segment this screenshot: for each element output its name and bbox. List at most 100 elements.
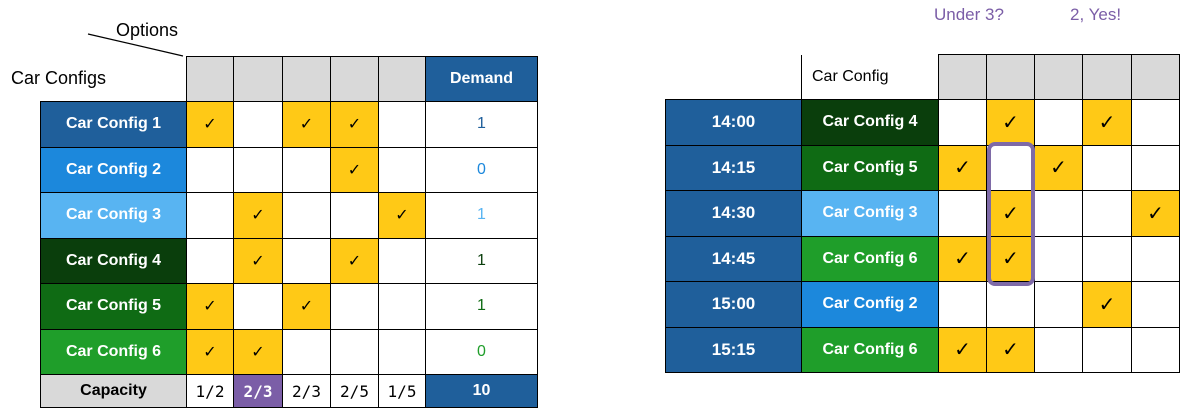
time-slot: 14:15	[665, 144, 802, 191]
capacity-value: 1/5	[378, 374, 426, 408]
option-cell: ✓	[986, 99, 1035, 146]
option-cell: ✓	[233, 237, 283, 284]
config-row: Car Config 1 ✓ ✓ ✓ 1	[40, 101, 538, 148]
option-header-cell	[1131, 54, 1180, 100]
demand-value: 1	[425, 192, 538, 239]
option-cell	[378, 146, 426, 193]
header-diagonal-line	[87, 33, 184, 57]
option-cell	[282, 328, 331, 375]
schedule-row: 15:00 Car Config 2 ✓	[665, 281, 1180, 328]
demand-value: 1	[425, 101, 538, 148]
option-cell: ✓	[1082, 99, 1132, 146]
config-name: Car Config 6	[40, 328, 187, 375]
option-cell	[1131, 144, 1180, 191]
capacity-value: 2/5	[330, 374, 379, 408]
under-3-annotation: Under 3?	[934, 5, 1004, 24]
schedule-row: 14:30 Car Config 3 ✓ ✓	[665, 190, 1180, 237]
option-cell	[378, 328, 426, 375]
demand-value: 0	[425, 328, 538, 375]
option-cell	[1082, 326, 1132, 373]
option-cell	[1131, 326, 1180, 373]
option-cell: ✓	[233, 192, 283, 239]
car-configs-label: Car Configs	[11, 68, 107, 88]
option-cell	[330, 192, 379, 239]
option-cell: ✓	[378, 192, 426, 239]
option-cell	[938, 281, 987, 328]
option-cell	[282, 192, 331, 239]
option-cell: ✓	[938, 235, 987, 282]
time-slot: 15:15	[665, 326, 802, 373]
capacity-total: 10	[425, 374, 538, 408]
config-row: Car Config 3 ✓ ✓ 1	[40, 192, 538, 239]
option-cell: ✓	[282, 101, 331, 148]
option-cell	[1082, 235, 1132, 282]
schedule-header-row: Car Config	[665, 54, 1180, 100]
option-cell: ✓	[938, 144, 987, 191]
time-slot: 14:00	[665, 99, 802, 146]
option-cell	[1034, 99, 1083, 146]
options-matrix-table: Demand Car Config 1 ✓ ✓ ✓ 1 Car Config 2 ✓ 0 Car…	[40, 56, 538, 408]
option-cell	[282, 146, 331, 193]
option-header-cell	[1082, 54, 1132, 100]
config-row: Car Config 4 ✓ ✓ 1	[40, 237, 538, 284]
config-row: Car Config 6 ✓ ✓ 0	[40, 328, 538, 375]
config-name: Car Config 4	[40, 237, 187, 284]
config-name: Car Config 2	[40, 146, 187, 193]
option-cell	[378, 237, 426, 284]
config-name: Car Config 6	[801, 326, 939, 373]
option-cell	[1034, 190, 1083, 237]
option-cell: ✓	[330, 237, 379, 284]
demand-value: 1	[425, 283, 538, 330]
demand-header: Demand	[425, 56, 538, 102]
option-cell: ✓	[986, 326, 1035, 373]
options-header-row: Demand	[41, 56, 538, 102]
option-cell	[938, 99, 987, 146]
corner-cell	[41, 57, 187, 102]
schedule-row: 15:15 Car Config 6 ✓ ✓	[665, 326, 1180, 373]
capacity-value: 2/3	[282, 374, 331, 408]
options-label: Options	[116, 20, 179, 40]
time-slot: 15:00	[665, 281, 802, 328]
option-cell: ✓	[1082, 281, 1132, 328]
config-name: Car Config 4	[801, 99, 939, 146]
option-cell: ✓	[938, 326, 987, 373]
car-config-header: Car Config	[801, 54, 939, 100]
schedule-row: 14:00 Car Config 4 ✓ ✓	[665, 99, 1180, 146]
config-name: Car Config 6	[801, 235, 939, 282]
option-cell: ✓	[330, 146, 379, 193]
capacity-row: Capacity 1/2 2/3 2/3 2/5 1/5 10	[40, 374, 538, 408]
option-cell: ✓	[282, 283, 331, 330]
option-cell	[282, 237, 331, 284]
option-cell	[1131, 281, 1180, 328]
option-cell	[186, 192, 234, 239]
schedule-row: 14:45 Car Config 6 ✓ ✓	[665, 235, 1180, 282]
demand-value: 0	[425, 146, 538, 193]
schedule-row: 14:15 Car Config 5 ✓ ✓	[665, 144, 1180, 191]
config-row: Car Config 2 ✓ 0	[40, 146, 538, 193]
option-cell	[233, 101, 283, 148]
option-cell	[330, 328, 379, 375]
option-cell	[233, 283, 283, 330]
option-cell	[938, 190, 987, 237]
schedule-table: Car Config 14:00 Car Config 4 ✓ ✓ 14:15 Car C…	[665, 54, 1180, 373]
option-cell	[186, 237, 234, 284]
option-header-cell	[938, 54, 987, 100]
option-cell: ✓	[1131, 190, 1180, 237]
yes-annotation: 2, Yes!	[1070, 5, 1122, 24]
option-cell	[986, 281, 1035, 328]
option-cell	[378, 283, 426, 330]
option-cell	[330, 283, 379, 330]
option-cell: ✓	[233, 328, 283, 375]
option-cell	[986, 144, 1035, 191]
option-cell	[1034, 235, 1083, 282]
time-slot: 14:45	[665, 235, 802, 282]
option-header-cell	[330, 56, 379, 102]
config-name: Car Config 5	[801, 144, 939, 191]
option-cell	[1034, 326, 1083, 373]
option-cell	[1131, 235, 1180, 282]
option-cell	[233, 146, 283, 193]
option-cell	[1082, 144, 1132, 191]
option-cell: ✓	[186, 328, 234, 375]
option-window-highlight	[987, 142, 1035, 286]
option-header-cell	[1034, 54, 1083, 100]
